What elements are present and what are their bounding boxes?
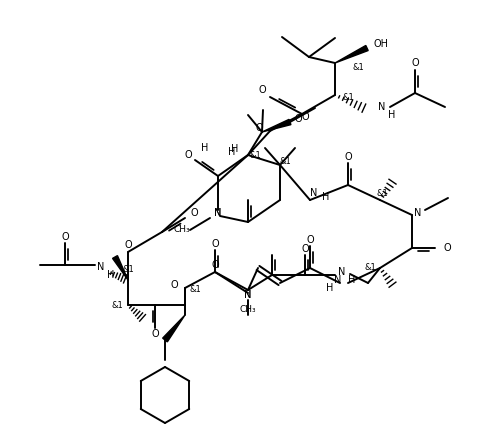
Text: N: N xyxy=(378,102,385,112)
Text: H: H xyxy=(348,275,356,285)
Text: O: O xyxy=(294,114,302,124)
Polygon shape xyxy=(113,256,128,280)
Text: O: O xyxy=(302,112,310,122)
Text: N: N xyxy=(334,275,342,285)
Text: O: O xyxy=(170,280,178,290)
Text: O: O xyxy=(443,243,451,253)
Text: N: N xyxy=(245,290,251,300)
Text: OH: OH xyxy=(374,39,388,49)
Text: &1: &1 xyxy=(364,264,376,273)
Text: O: O xyxy=(306,235,314,245)
Text: &1: &1 xyxy=(189,285,201,294)
Text: H: H xyxy=(201,143,209,153)
Text: O: O xyxy=(124,240,132,250)
Text: N: N xyxy=(414,208,422,218)
Text: O: O xyxy=(61,232,69,242)
Text: H: H xyxy=(228,147,236,157)
Polygon shape xyxy=(163,315,185,342)
Text: &1: &1 xyxy=(249,150,261,159)
Text: N: N xyxy=(97,262,105,272)
Text: H: H xyxy=(231,144,239,154)
Text: O: O xyxy=(151,329,159,339)
Text: O: O xyxy=(211,260,219,270)
Text: O: O xyxy=(211,239,219,249)
Text: O: O xyxy=(258,85,266,95)
Text: N: N xyxy=(214,208,222,218)
Text: O: O xyxy=(411,58,419,68)
Text: O: O xyxy=(190,208,198,218)
Text: CH₃: CH₃ xyxy=(240,305,256,314)
Text: &1: &1 xyxy=(279,158,291,167)
Text: N: N xyxy=(338,267,346,277)
Text: O: O xyxy=(301,244,309,254)
Text: O: O xyxy=(184,150,192,160)
Text: N: N xyxy=(245,290,251,300)
Polygon shape xyxy=(262,119,291,132)
Text: N: N xyxy=(214,208,222,218)
Text: &1: &1 xyxy=(352,63,364,72)
Text: H: H xyxy=(322,192,329,202)
Text: N: N xyxy=(310,188,318,198)
Text: &1: &1 xyxy=(122,265,134,274)
Text: CH₃: CH₃ xyxy=(173,225,190,234)
Text: H: H xyxy=(326,283,334,293)
Text: H: H xyxy=(388,110,395,120)
Text: &1: &1 xyxy=(376,188,388,198)
Text: O: O xyxy=(344,152,352,162)
Text: O: O xyxy=(255,123,263,133)
Text: &1: &1 xyxy=(111,300,123,310)
Text: H: H xyxy=(107,270,115,280)
Polygon shape xyxy=(335,46,368,63)
Text: &1: &1 xyxy=(342,93,354,103)
